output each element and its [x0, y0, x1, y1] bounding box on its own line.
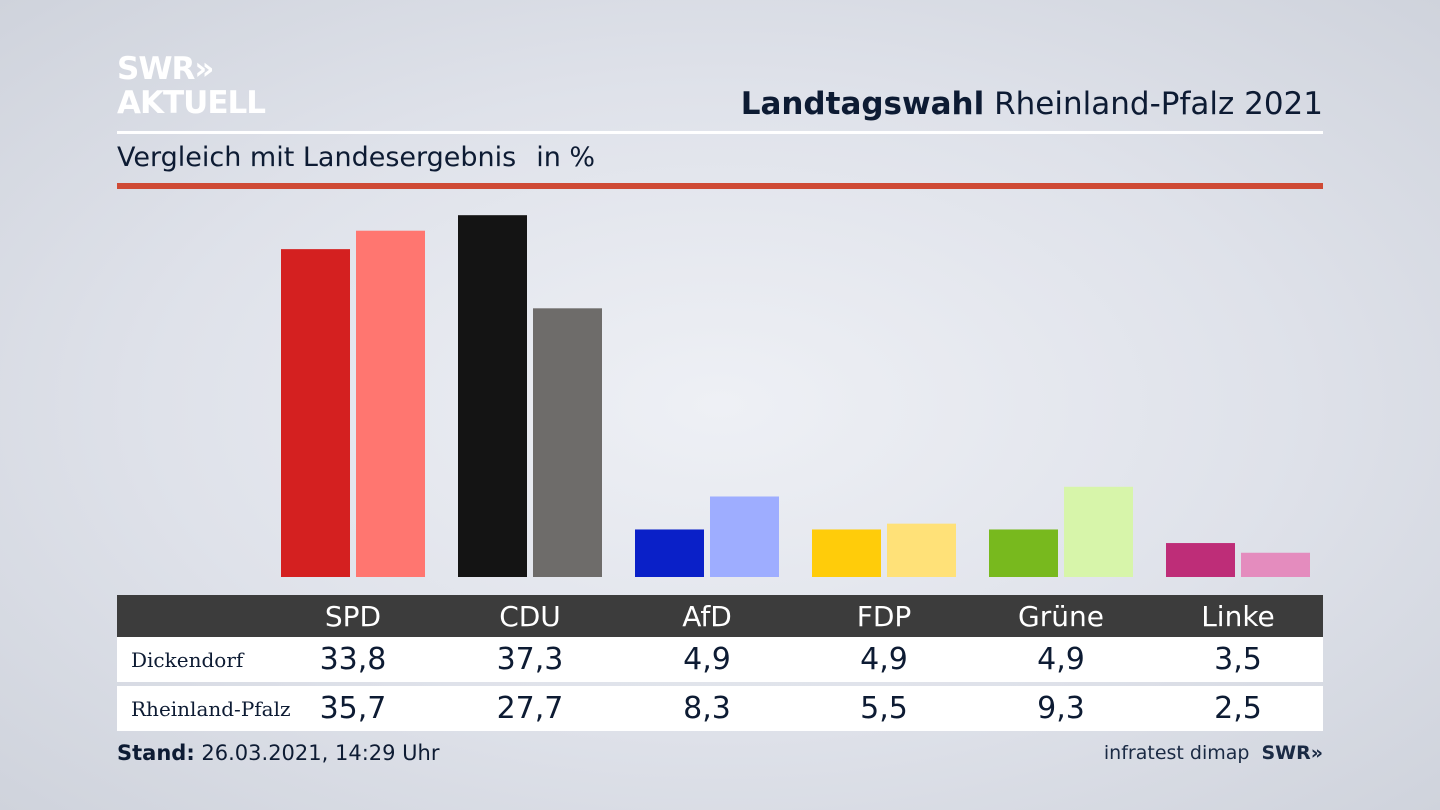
- party-header-cdu: CDU: [499, 599, 561, 633]
- stand-value: 26.03.2021, 14:29 Uhr: [194, 741, 440, 765]
- subtitle-text: Vergleich mit Landesergebnis: [117, 142, 517, 173]
- value-afd-rheinland-pfalz: 8,3: [683, 691, 731, 726]
- bar-spd-rheinland-pfalz: [356, 230, 425, 577]
- swr-small-logo: SWR»: [1261, 742, 1323, 764]
- row-label-rheinland-pfalz: Rheinland-Pfalz: [131, 696, 291, 721]
- value-fdp-dickendorf: 4,9: [860, 642, 908, 677]
- bar-fdp-rheinland-pfalz: [887, 523, 956, 577]
- bar-gruene-dickendorf: [989, 529, 1058, 577]
- value-spd-rheinland-pfalz: 35,7: [319, 691, 387, 726]
- logo-line-2: AKTUELL: [117, 85, 266, 121]
- logo-line-1: SWR»: [117, 51, 214, 87]
- source-name: infratest dimap: [1103, 742, 1250, 764]
- value-gruene-dickendorf: 4,9: [1037, 642, 1085, 677]
- stand-label: Stand:: [117, 741, 195, 765]
- source-credit: infratest dimap SWR»: [1104, 742, 1323, 764]
- title-bold: Landtagswahl: [740, 86, 985, 122]
- bar-cdu-dickendorf: [458, 215, 527, 577]
- chart-title: Landtagswahl Rheinland-Pfalz 2021: [741, 86, 1323, 122]
- party-header-spd: SPD: [324, 599, 382, 633]
- swr-aktuell-logo: SWR» AKTUELL: [117, 51, 266, 121]
- party-header-afd: AfD: [682, 599, 732, 633]
- bar-linke-dickendorf: [1166, 543, 1235, 577]
- value-cdu-dickendorf: 37,3: [496, 642, 564, 677]
- bar-afd-dickendorf: [635, 529, 704, 577]
- bar-gruene-rheinland-pfalz: [1064, 486, 1133, 577]
- party-header-gruene: Grüne: [1018, 599, 1104, 633]
- table-row-rheinland-pfalz: Rheinland-Pfalz 35,7 27,7 8,3 5,5 9,3 2,5: [117, 686, 1323, 731]
- row-label-dickendorf: Dickendorf: [131, 647, 244, 672]
- party-header-linke: Linke: [1201, 599, 1275, 633]
- accent-divider: [117, 183, 1323, 189]
- party-header-fdp: FDP: [856, 599, 912, 633]
- bar-fdp-dickendorf: [812, 529, 881, 577]
- bar-spd-dickendorf: [281, 249, 350, 577]
- value-afd-dickendorf: 4,9: [683, 642, 731, 677]
- timestamp: Stand: 26.03.2021, 14:29 Uhr: [117, 741, 440, 765]
- value-cdu-rheinland-pfalz: 27,7: [496, 691, 564, 726]
- table-header-row: SPD CDU AfD FDP Grüne Linke: [117, 595, 1323, 637]
- title-rest: Rheinland-Pfalz 2021: [984, 86, 1323, 122]
- header-divider: [117, 131, 1323, 134]
- table-row-dickendorf: Dickendorf 33,8 37,3 4,9 4,9 4,9 3,5: [117, 637, 1323, 682]
- bar-afd-rheinland-pfalz: [710, 496, 779, 577]
- value-fdp-rheinland-pfalz: 5,5: [860, 691, 908, 726]
- chart-subtitle: Vergleich mit Landesergebnis in %: [117, 142, 595, 173]
- value-spd-dickendorf: 33,8: [319, 642, 387, 677]
- value-gruene-rheinland-pfalz: 9,3: [1037, 691, 1085, 726]
- value-linke-rheinland-pfalz: 2,5: [1214, 691, 1262, 726]
- value-linke-dickendorf: 3,5: [1214, 642, 1262, 677]
- subtitle-unit: in %: [536, 142, 596, 173]
- bar-cdu-rheinland-pfalz: [533, 308, 602, 577]
- bar-linke-rheinland-pfalz: [1241, 552, 1310, 577]
